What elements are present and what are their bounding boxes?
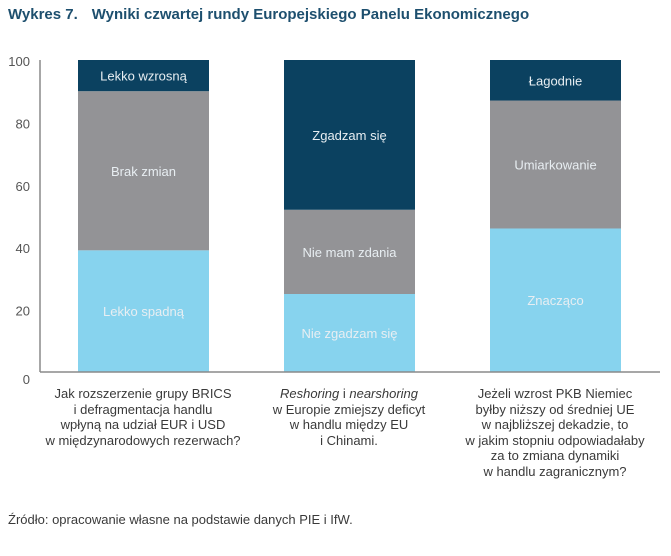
category-label-line: w międzynarodowych rezerwach? [33, 433, 253, 449]
y-tick-label: 40 [16, 241, 30, 256]
stacked-bar-chart: 0 20 40 60 80 100 Lekko spadną Brak zmian Lekko … [8, 54, 660, 385]
chart-number: Wykres 7. [8, 6, 78, 23]
bar-segment [284, 209, 415, 294]
bar-segment [284, 294, 415, 372]
bar-segment [78, 250, 209, 372]
bar-segment [78, 60, 209, 92]
category-label-text: byłby niższy od średniej UE [475, 401, 635, 417]
category-label: Reshoring i nearshoring w Europie zmiejsz… [239, 386, 459, 448]
bar-segment [490, 100, 621, 229]
category-label-line: Jeżeli wzrost PKB Niemiec [445, 386, 665, 402]
category-label-line: i Chinami. [239, 433, 459, 449]
category-label-text: i defragmentacja handlu [73, 401, 213, 417]
segment-label: Znacząco [527, 293, 583, 308]
y-tick-label: 20 [16, 304, 30, 319]
category-label-text: w międzynarodowych rezerwach? [45, 432, 241, 448]
bar-segment [490, 60, 621, 101]
category-label-text: w handlu między EU [289, 417, 409, 432]
bar-segment [490, 228, 621, 372]
category-label-text: w Europie zmiejszy deficyt [272, 401, 426, 417]
chart-title: Wykres 7. Wyniki czwartej rundy Europejsk… [8, 6, 529, 23]
category-label: Jak rozszerzenie grupy BRICS i defragment… [33, 386, 253, 448]
y-tick-label: 60 [16, 179, 30, 194]
category-label-line: i defragmentacja handlu [33, 402, 253, 418]
bar-segment [284, 60, 415, 210]
category-label-line: byłby niższy od średniej UE [445, 402, 665, 418]
category-label: Jeżeli wzrost PKB Niemiec byłby niższy od… [445, 386, 665, 479]
segment-label: Nie mam zdania [303, 245, 398, 260]
category-label-text: w najbliższej dekadzie, to [481, 417, 629, 432]
source-note: Źródło: opracowanie własne na podstawie … [8, 512, 353, 527]
category-label-line: w Europie zmiejszy deficyt [239, 402, 459, 418]
category-label-text: i Chinami. [320, 432, 378, 448]
segment-label: Umiarkowanie [514, 158, 596, 173]
chart-title-text: Wyniki czwartej rundy Europejskiego Pane… [91, 6, 530, 23]
category-label-text: za to zmiana dynamiki [490, 448, 620, 463]
segment-label: Łagodnie [529, 73, 583, 88]
category-label-line: w handlu między EU [239, 417, 459, 433]
segment-label: Nie zgadzam się [301, 326, 397, 341]
category-label-text: Reshoring [279, 386, 340, 401]
y-tick-label: 80 [16, 116, 30, 131]
category-label-text: Jeżeli wzrost PKB Niemiec [477, 386, 633, 401]
segment-label: Zgadzam się [312, 128, 386, 143]
category-label-line: w najbliższej dekadzie, to [445, 417, 665, 433]
y-tick-label: 0 [23, 372, 30, 385]
category-label-text: Jak rozszerzenie grupy BRICS [54, 386, 232, 401]
category-label-line: w handlu zagranicznym? [445, 464, 665, 480]
category-label-line: Jak rozszerzenie grupy BRICS [33, 386, 253, 402]
category-label-line: w jakim stopniu odpowiadałaby [445, 433, 665, 449]
category-label-text: nearshoring [349, 386, 419, 401]
category-label-line: Reshoring i nearshoring [239, 386, 459, 402]
segment-label: Lekko wzrosną [100, 69, 187, 84]
bar-segment [78, 91, 209, 251]
category-label-line: wpłyną na udział EUR i USD [33, 417, 253, 433]
segment-label: Brak zmian [111, 164, 176, 179]
segment-label: Lekko spadną [103, 304, 185, 319]
y-tick-label: 100 [8, 54, 30, 69]
category-label-text: w handlu zagranicznym? [483, 463, 627, 479]
category-label-text: i [339, 386, 350, 401]
category-label-line: za to zmiana dynamiki [445, 448, 665, 464]
category-label-text: wpłyną na udział EUR i USD [60, 417, 226, 432]
category-label-text: w jakim stopniu odpowiadałaby [465, 432, 645, 448]
